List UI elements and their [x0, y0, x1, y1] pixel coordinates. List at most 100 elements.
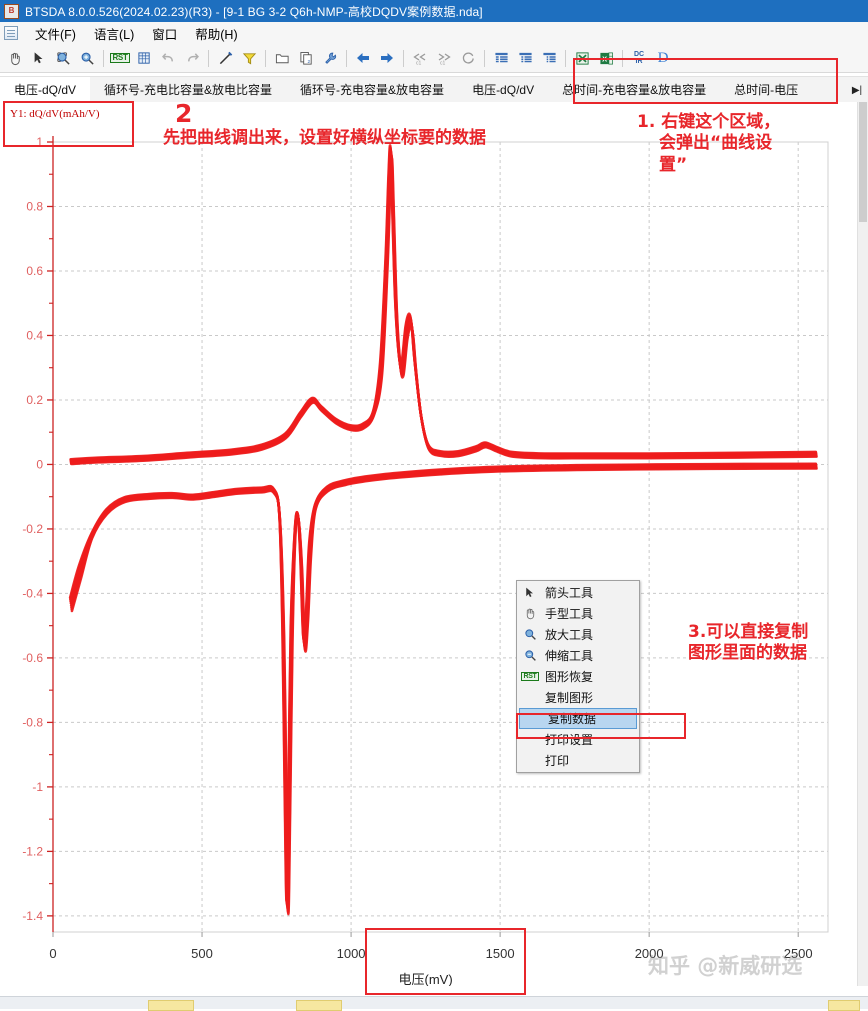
chart-context-menu[interactable]: 箭头工具 手型工具 放大工具 伸缩工具 RST 图形恢复 复制图形 复制数据 打… [516, 580, 640, 773]
hand-tool-icon[interactable] [4, 47, 26, 69]
excel-export-icon[interactable] [571, 47, 593, 69]
context-item-label: 箭头工具 [545, 586, 594, 600]
menu-help[interactable]: 帮助(H) [195, 27, 238, 42]
arrow-right-icon[interactable] [376, 47, 398, 69]
svg-text:2000: 2000 [635, 946, 664, 961]
menu-window[interactable]: 窗口 [152, 27, 178, 42]
annotation-2-number: 2 [175, 99, 193, 128]
context-item-stretch-tool[interactable]: 伸缩工具 [517, 645, 639, 666]
context-item-arrow-tool[interactable]: 箭头工具 [517, 582, 639, 603]
tab-scroll-right-icon[interactable]: ▶| [851, 84, 863, 96]
toolbar-separator [484, 49, 485, 67]
list-view-3-icon[interactable] [538, 47, 560, 69]
table-export-icon[interactable] [133, 47, 155, 69]
svg-text:-1: -1 [32, 780, 43, 794]
taskbar-item[interactable] [828, 1000, 860, 1011]
context-item-print[interactable]: 打印 [517, 750, 639, 771]
context-item-copy-graph[interactable]: 复制图形 [517, 687, 639, 708]
chart-plot-area[interactable]: 1 0.8 0.6 0.4 0.2 0 -0.2 -0.4 -0.6 -0.8 -1 -1.2 -1.4… [0, 102, 858, 986]
context-item-label: 手型工具 [545, 607, 594, 621]
tab-cycle-specific-capacity[interactable]: 循环号-充电比容量&放电比容量 [104, 83, 273, 97]
next-curve-icon[interactable]: c1 [433, 47, 455, 69]
annotation-1-line1: 1. 右键这个区域， [637, 112, 781, 132]
annotation-1-text: 1. 右键这个区域， 会弹出“曲线设 置” [637, 112, 780, 176]
vertical-scrollbar-thumb[interactable] [859, 102, 867, 222]
menu-language[interactable]: 语言(L) [93, 27, 135, 42]
dcir-icon[interactable]: DC IR [633, 51, 645, 65]
context-item-reset-graph[interactable]: RST 图形恢复 [517, 666, 639, 687]
open-folder-icon[interactable] [271, 47, 293, 69]
context-item-label: 复制图形 [545, 691, 594, 705]
excel-open-icon[interactable]: X [595, 47, 617, 69]
vertical-scrollbar[interactable] [857, 102, 868, 986]
toolbar-separator [208, 49, 209, 67]
arrow-left-icon[interactable] [352, 47, 374, 69]
svg-text:0: 0 [49, 946, 56, 961]
context-item-copy-data[interactable]: 复制数据 [519, 708, 637, 729]
context-item-label: 打印 [545, 754, 570, 768]
svg-text:0.4: 0.4 [26, 328, 43, 342]
no-icon [519, 731, 541, 749]
refresh-circle-icon[interactable] [457, 47, 479, 69]
reset-rst-icon[interactable]: RST [110, 53, 130, 63]
context-item-print-setup[interactable]: 打印设置 [517, 729, 639, 750]
svg-text:-0.8: -0.8 [22, 715, 43, 729]
wrench-icon[interactable] [319, 47, 341, 69]
svg-text:电压(mV): 电压(mV) [399, 972, 453, 986]
svg-text:c1: c1 [440, 61, 446, 66]
prev-curve-icon[interactable]: c1 [409, 47, 431, 69]
window-title: BTSDA 8.0.0.526(2024.02.23)(R3) - [9-1 B… [25, 4, 483, 19]
context-item-hand-tool[interactable]: 手型工具 [517, 603, 639, 624]
context-item-label: 放大工具 [545, 628, 594, 642]
annotation-3-line2: 图形里面的数据 [688, 643, 807, 664]
context-item-zoom-tool[interactable]: 放大工具 [517, 624, 639, 645]
copy-page-icon[interactable]: 2 [295, 47, 317, 69]
arrow-tool-icon [519, 584, 541, 602]
zoom-box-icon[interactable] [52, 47, 74, 69]
line-tool-icon[interactable] [214, 47, 236, 69]
tab-voltage-dqdv-2[interactable]: 电压-dQ/dV [472, 83, 535, 97]
zoom-stretch-icon[interactable] [76, 47, 98, 69]
annotation-3-line1: 3.可以直接复制 [688, 622, 809, 642]
list-view-icon[interactable] [490, 47, 512, 69]
chart-tab-bar: 电压-dQ/dV 循环号-充电比容量&放电比容量 循环号-充电容量&放电容量 电… [0, 76, 868, 104]
taskbar-item[interactable] [296, 1000, 342, 1011]
svg-text:1000: 1000 [337, 946, 366, 961]
svg-text:-0.4: -0.4 [22, 586, 43, 600]
context-item-label: 伸缩工具 [545, 649, 594, 663]
tab-total-time-voltage[interactable]: 总时间-电压 [734, 83, 799, 97]
list-view-2-icon[interactable] [514, 47, 536, 69]
svg-text:1500: 1500 [486, 946, 515, 961]
svg-text:500: 500 [191, 946, 213, 961]
context-item-label: 图形恢复 [545, 670, 594, 684]
filter-funnel-icon[interactable] [238, 47, 260, 69]
app-icon: B [4, 3, 19, 19]
menu-file[interactable]: 文件(F) [35, 27, 76, 42]
undo-icon[interactable] [157, 47, 179, 69]
letter-d-icon[interactable]: D [657, 49, 669, 66]
svg-text:0.2: 0.2 [26, 393, 43, 407]
toolbar-separator [565, 49, 566, 67]
document-icon [4, 26, 18, 40]
zoom-box-icon [519, 626, 541, 644]
tab-cycle-capacity[interactable]: 循环号-充电容量&放电容量 [300, 83, 445, 97]
svg-text:1: 1 [36, 135, 43, 149]
redo-icon[interactable] [181, 47, 203, 69]
hand-tool-icon [519, 605, 541, 623]
svg-text:c1: c1 [416, 61, 422, 66]
tab-total-time-capacity[interactable]: 总时间-充电容量&放电容量 [562, 83, 707, 97]
toolbar: RST 2 c1 c1 [0, 44, 868, 73]
toolbar-separator [265, 49, 266, 67]
watermark: 知乎 @新威研选 [648, 954, 803, 978]
context-item-label: 复制数据 [548, 712, 597, 726]
context-item-label: 打印设置 [545, 733, 594, 747]
taskbar-item[interactable] [148, 1000, 194, 1011]
arrow-tool-icon[interactable] [28, 47, 50, 69]
annotation-3-text: 3.可以直接复制 图形里面的数据 [688, 622, 808, 665]
annotation-1-line2: 会弹出“曲线设 [659, 133, 773, 154]
no-icon [519, 752, 541, 770]
no-icon [522, 710, 544, 728]
reset-rst-icon: RST [521, 672, 539, 681]
y-axis-title: Y1: dQ/dV(mAh/V) [10, 108, 100, 120]
tab-voltage-dqdv-1[interactable]: 电压-dQ/dV [0, 77, 91, 103]
